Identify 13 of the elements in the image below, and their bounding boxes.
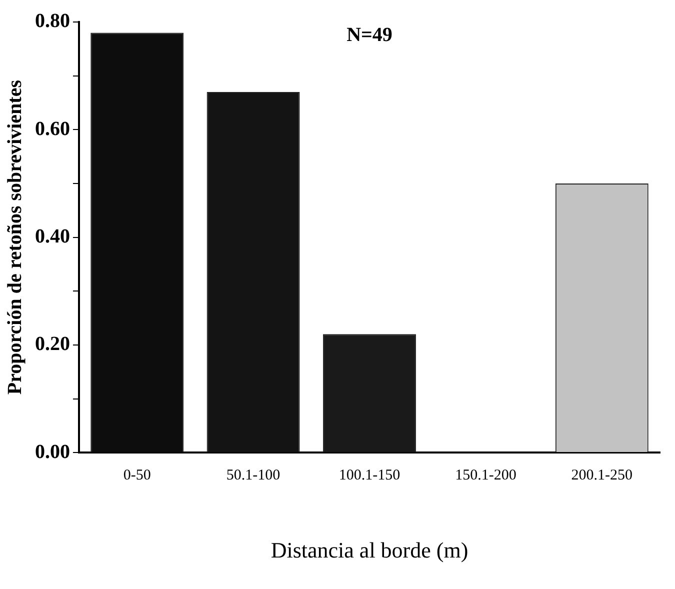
y-axis-title: Proporción de retoños sobrevivientes [4, 80, 26, 395]
y-tick-label: 0.40 [35, 225, 70, 248]
x-tick-label: 200.1-250 [571, 468, 633, 484]
annotation: N=49 [346, 24, 392, 46]
x-tick-label: 150.1-200 [455, 468, 516, 484]
y-tick-label: 0.60 [35, 118, 70, 140]
x-tick-label: 50.1-100 [226, 468, 280, 484]
x-tick-label: 0-50 [123, 468, 151, 484]
x-axis-title: Distancia al borde (m) [270, 538, 468, 563]
y-tick-label: 0.20 [35, 333, 70, 356]
y-tick-label: 0.00 [35, 440, 70, 463]
x-tick-label: 100.1-150 [338, 468, 400, 484]
y-tick-label: 0.80 [35, 10, 70, 32]
